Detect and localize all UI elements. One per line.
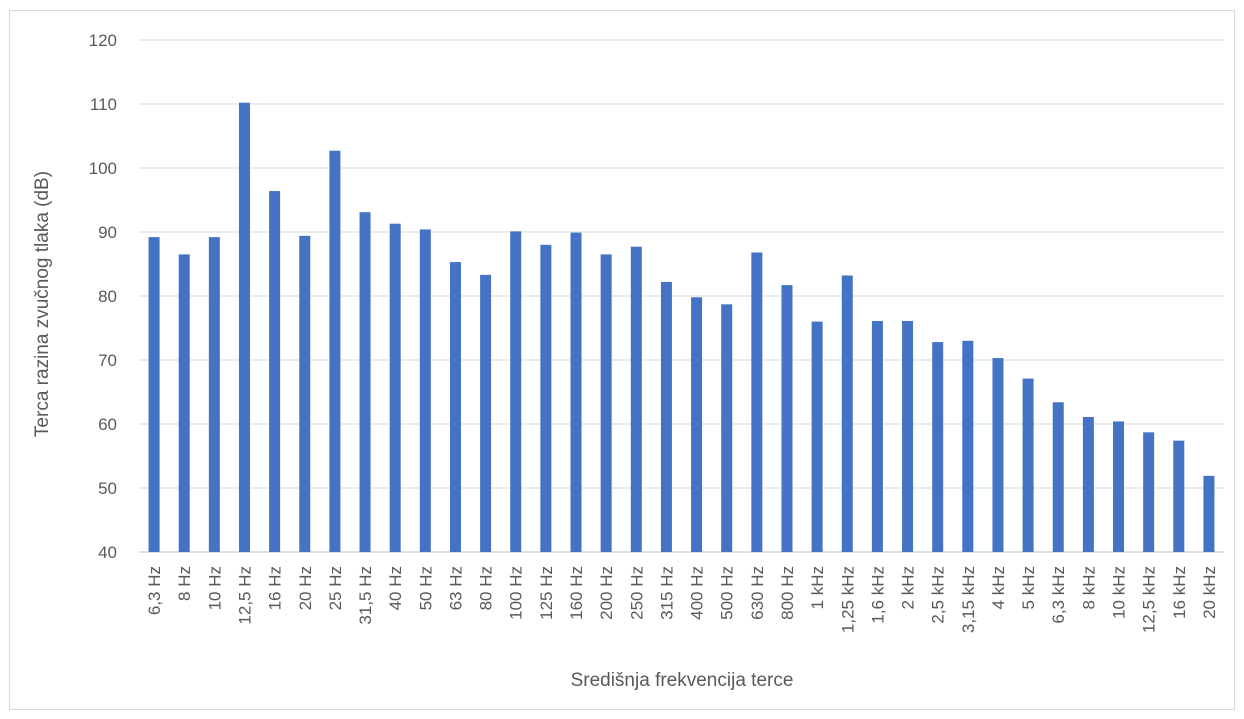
- bar: [660, 281, 672, 552]
- bar: [178, 254, 190, 552]
- x-tick-label: 2 kHz: [899, 566, 918, 609]
- y-tick-labels: 40 50 60 70 80 90 100 110 120: [89, 31, 117, 562]
- bar: [148, 237, 160, 552]
- bar: [1052, 402, 1064, 552]
- bar: [871, 320, 883, 552]
- x-tick-label: 630 Hz: [748, 566, 767, 620]
- x-tick-label: 80 Hz: [477, 566, 496, 610]
- bar: [1143, 432, 1155, 552]
- bar: [269, 191, 281, 553]
- x-tick-label: 500 Hz: [718, 566, 737, 620]
- x-tick-label: 63 Hz: [446, 566, 465, 610]
- bar: [510, 231, 522, 553]
- bar: [359, 212, 371, 552]
- x-tick-label: 5 kHz: [1019, 566, 1038, 609]
- bar: [811, 321, 823, 552]
- y-tick-label: 50: [98, 479, 117, 498]
- x-tick-label: 8 kHz: [1079, 566, 1098, 609]
- x-axis-title: Središnja frekvencija terce: [571, 670, 794, 691]
- x-tick-label: 200 Hz: [597, 566, 616, 620]
- x-tick-label: 20 Hz: [296, 566, 315, 610]
- x-tick-label: 800 Hz: [778, 566, 797, 620]
- y-tick-label: 110: [90, 95, 117, 114]
- x-tick-label: 31,5 Hz: [356, 566, 375, 625]
- x-tick-label: 250 Hz: [627, 566, 646, 620]
- x-tick-label: 4 kHz: [989, 566, 1008, 609]
- x-tick-label: 400 Hz: [688, 566, 707, 620]
- y-tick-label: 120: [89, 31, 117, 50]
- x-tick-label: 6,3 Hz: [145, 566, 164, 615]
- x-tick-label: 1 kHz: [808, 566, 827, 609]
- bars: [148, 102, 1215, 553]
- bar: [781, 285, 793, 552]
- bar: [540, 244, 552, 553]
- bar: [962, 340, 974, 552]
- bar: [691, 297, 703, 552]
- y-tick-label: 40: [98, 543, 117, 562]
- y-tick-label: 100: [89, 159, 117, 178]
- bar: [841, 275, 853, 552]
- bar: [329, 150, 341, 552]
- bar: [1203, 475, 1215, 552]
- bar: [208, 237, 220, 552]
- bar: [721, 304, 733, 552]
- bar: [630, 246, 642, 552]
- bar: [238, 102, 250, 552]
- bar: [1022, 378, 1034, 552]
- x-tick-label: 25 Hz: [326, 566, 345, 610]
- x-tick-label: 50 Hz: [416, 566, 435, 610]
- x-tick-label: 1,25 kHz: [838, 566, 857, 633]
- x-tick-label: 2,5 kHz: [929, 566, 948, 624]
- x-tick-label: 12,5 Hz: [235, 566, 254, 625]
- x-tick-label: 315 Hz: [657, 566, 676, 620]
- x-tick-labels: 6,3 Hz 8 Hz 10 Hz 12,5 Hz 16 Hz 20 Hz 25 Hz 31,…: [145, 566, 1219, 633]
- y-axis-title: Terca razina zvučnog tlaka (dB): [32, 171, 53, 437]
- x-tick-label: 1,6 kHz: [868, 566, 887, 624]
- bar: [751, 252, 763, 553]
- bar: [389, 223, 401, 552]
- x-tick-label: 100 Hz: [507, 566, 526, 620]
- y-tick-label: 60: [98, 415, 117, 434]
- x-tick-label: 40 Hz: [386, 566, 405, 610]
- y-tick-label: 90: [98, 223, 117, 242]
- bar: [419, 229, 431, 552]
- bar: [449, 262, 461, 552]
- bar: [480, 274, 492, 552]
- gridlines: [139, 39, 1224, 553]
- y-tick-label: 70: [98, 351, 117, 370]
- bar: [1113, 421, 1125, 552]
- x-tick-label: 10 Hz: [205, 566, 224, 610]
- x-tick-label: 3,15 kHz: [959, 566, 978, 633]
- x-tick-label: 6,3 kHz: [1049, 566, 1068, 624]
- x-tick-label: 16 kHz: [1170, 566, 1189, 619]
- bar: [1082, 416, 1094, 552]
- x-tick-label: 8 Hz: [175, 566, 194, 601]
- bar: [992, 358, 1004, 552]
- x-tick-label: 20 kHz: [1200, 566, 1219, 619]
- bar: [600, 254, 612, 552]
- x-tick-label: 12,5 kHz: [1140, 566, 1159, 633]
- x-tick-label: 16 Hz: [266, 566, 285, 610]
- y-tick-label: 80: [98, 287, 117, 306]
- bar: [1173, 440, 1185, 552]
- x-tick-label: 10 kHz: [1110, 566, 1129, 619]
- bar: [570, 232, 582, 552]
- bar: [932, 342, 944, 552]
- bar: [299, 235, 311, 552]
- x-tick-label: 125 Hz: [537, 566, 556, 620]
- bar: [902, 320, 914, 552]
- x-tick-label: 160 Hz: [567, 566, 586, 620]
